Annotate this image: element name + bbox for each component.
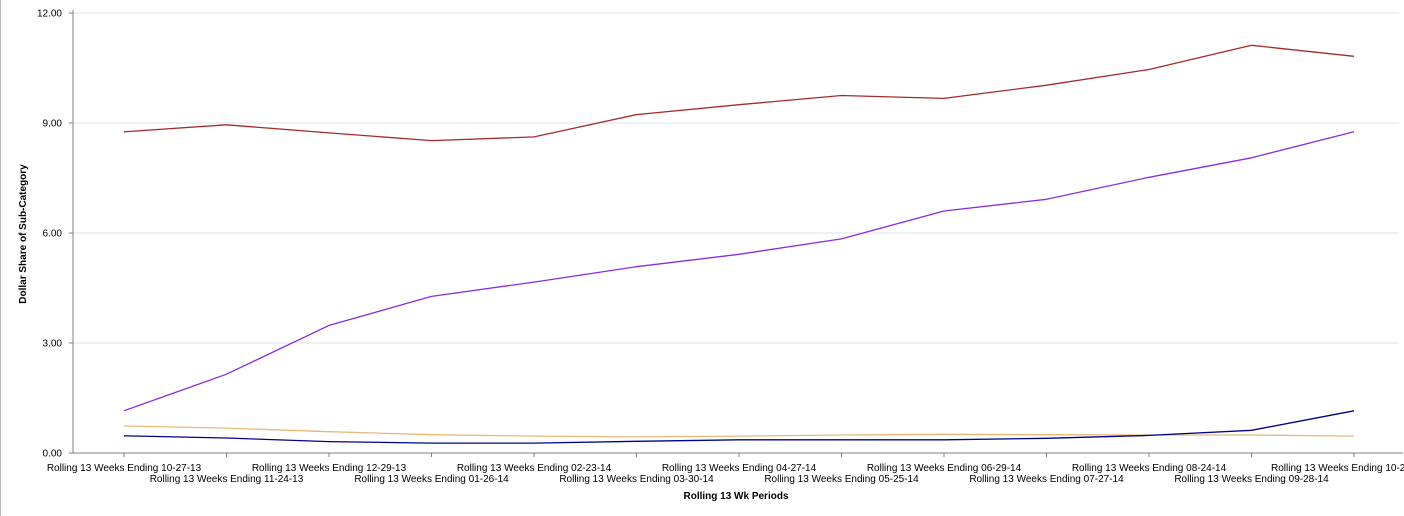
y-axis-title: Dollar Share of Sub-Category: [18, 164, 29, 304]
x-tick-label: Rolling 13 Weeks Ending 10-2: [1271, 463, 1404, 474]
x-axis-ticks: Rolling 13 Weeks Ending 10-27-13Rolling …: [47, 463, 1404, 485]
y-tick-label: 9.00: [43, 119, 63, 130]
series-line-3: [123, 425, 1355, 438]
series-line-2: [123, 131, 1355, 412]
series-line-1: [123, 44, 1355, 142]
x-tick-label: Rolling 13 Weeks Ending 04-27-14: [662, 463, 817, 474]
y-tick-label: 6.00: [43, 229, 63, 240]
x-tick-label: Rolling 13 Weeks Ending 07-27-14: [969, 474, 1124, 485]
x-tick-label: Rolling 13 Weeks Ending 09-28-14: [1174, 474, 1329, 485]
x-axis-title: Rolling 13 Wk Periods: [683, 491, 788, 502]
x-tick-label: Rolling 13 Weeks Ending 11-24-13: [150, 474, 304, 485]
y-tick-label: 0.00: [43, 449, 63, 460]
x-tick-label: Rolling 13 Weeks Ending 06-29-14: [867, 463, 1022, 474]
x-tick-label: Rolling 13 Weeks Ending 03-30-14: [559, 474, 714, 485]
x-tick-label: Rolling 13 Weeks Ending 08-24-14: [1072, 463, 1227, 474]
x-tick-label: Rolling 13 Weeks Ending 02-23-14: [457, 463, 612, 474]
gridlines: [73, 12, 1399, 344]
x-tick-label: Rolling 13 Weeks Ending 10-27-13: [47, 463, 202, 474]
series-line-4: [123, 410, 1355, 444]
axes: [69, 10, 1403, 457]
series-lines: [123, 44, 1355, 444]
y-axis-ticks: 0.00 3.00 6.00 9.00 12.00: [37, 9, 62, 460]
x-tick-label: Rolling 13 Weeks Ending 05-25-14: [764, 474, 919, 485]
y-tick-label: 12.00: [37, 9, 62, 20]
x-tick-label: Rolling 13 Weeks Ending 01-26-14: [354, 474, 509, 485]
y-tick-label: 3.00: [43, 339, 63, 350]
x-tick-label: Rolling 13 Weeks Ending 12-29-13: [252, 463, 407, 474]
